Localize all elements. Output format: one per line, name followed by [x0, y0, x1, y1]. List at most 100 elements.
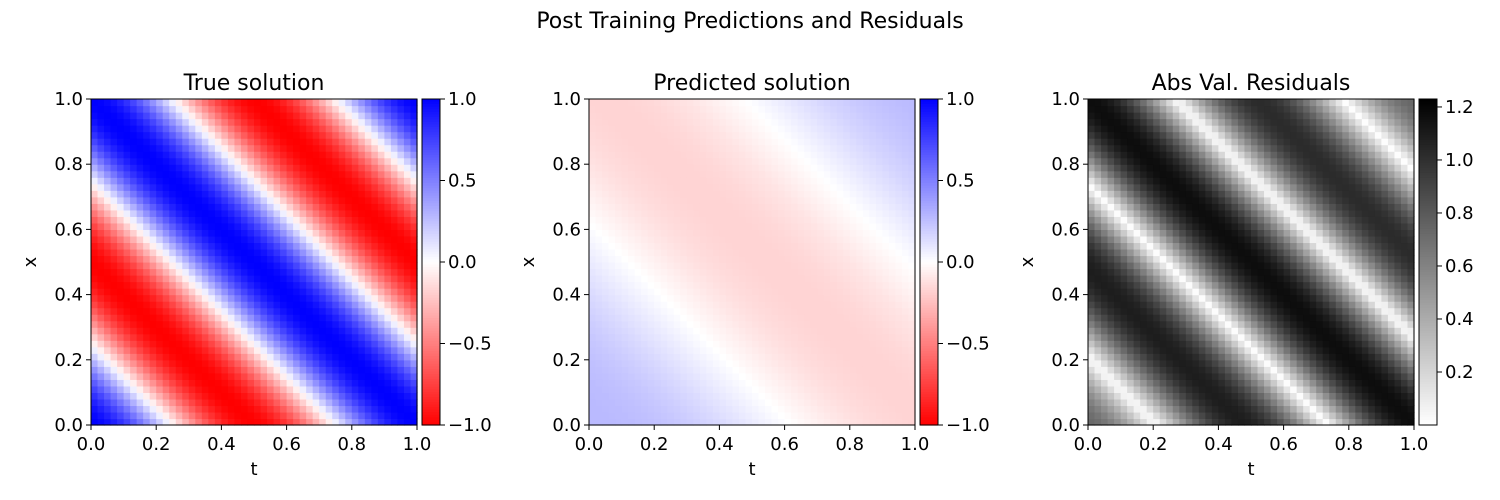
heatmap-cell: [699, 379, 707, 387]
heatmap-cell: [615, 320, 623, 328]
heatmap-cell: [719, 320, 727, 328]
heatmap-cell: [725, 196, 734, 204]
colorbar-segment: [422, 233, 440, 238]
heatmap-cell: [338, 216, 346, 224]
heatmap-cell: [745, 216, 753, 224]
heatmap-cell: [149, 294, 157, 302]
heatmap-cell: [384, 196, 392, 204]
heatmap-cell: [849, 262, 857, 270]
heatmap-cell: [208, 222, 216, 230]
heatmap-cell: [188, 209, 196, 217]
heatmap-cell: [836, 275, 844, 283]
heatmap-cell: [273, 262, 281, 270]
heatmap-cell: [175, 418, 183, 426]
heatmap-cell: [351, 222, 359, 230]
heatmap-cell: [732, 418, 740, 426]
colorbar: 1.00.50.0−0.5−1.0: [421, 89, 492, 436]
heatmap-cell: [240, 255, 249, 263]
heatmap-cell: [136, 340, 144, 348]
heatmap-cell: [634, 398, 642, 407]
heatmap-cell: [208, 359, 216, 367]
heatmap-cell: [778, 353, 786, 361]
heatmap-cell: [117, 307, 125, 315]
heatmap-cell: [738, 411, 747, 420]
heatmap-cell: [358, 105, 366, 113]
heatmap-cell: [410, 248, 418, 257]
heatmap-cell: [123, 307, 131, 315]
heatmap-cell: [371, 125, 379, 133]
heatmap-cell: [712, 196, 720, 204]
heatmap-cell: [188, 222, 196, 230]
heatmap-cell: [286, 301, 294, 309]
heatmap-cell: [377, 118, 385, 126]
heatmap-cell: [286, 177, 294, 185]
heatmap-cell: [195, 359, 203, 367]
heatmap-cell: [390, 385, 399, 393]
heatmap-cell: [201, 307, 209, 315]
heatmap-cell: [719, 222, 727, 230]
heatmap-cell: [693, 307, 701, 315]
heatmap-cell: [738, 405, 747, 413]
heatmap-cell: [771, 294, 779, 302]
heatmap-cell: [686, 418, 694, 426]
heatmap-cell: [628, 177, 636, 185]
heatmap-cell: [654, 372, 662, 380]
heatmap-cell: [293, 301, 301, 309]
heatmap-cell: [306, 144, 314, 152]
heatmap-cell: [804, 255, 812, 263]
heatmap-cell: [162, 346, 170, 354]
heatmap-cell: [149, 235, 157, 244]
heatmap-cell: [260, 346, 268, 354]
heatmap-cell: [856, 242, 864, 250]
heatmap-cell: [227, 275, 236, 283]
heatmap-cell: [589, 138, 597, 146]
heatmap-cell: [589, 392, 597, 400]
heatmap-cell: [91, 301, 99, 309]
heatmap-cell: [351, 105, 359, 113]
heatmap-cell: [143, 418, 151, 426]
heatmap-cell: [765, 118, 773, 126]
heatmap-cell: [641, 183, 649, 191]
heatmap-cell: [403, 288, 412, 296]
heatmap-cell: [725, 333, 734, 341]
heatmap-cell: [182, 151, 190, 159]
heatmap-cell: [364, 255, 372, 263]
heatmap-cell: [693, 203, 701, 211]
heatmap-cell: [680, 99, 688, 107]
heatmap-cell: [345, 405, 353, 413]
heatmap-cell: [608, 405, 616, 413]
heatmap-cell: [791, 275, 799, 283]
heatmap-cell: [647, 379, 655, 387]
heatmap-cell: [660, 320, 668, 328]
heatmap-cell: [673, 170, 681, 178]
heatmap-cell: [797, 157, 805, 165]
heatmap-cell: [280, 392, 288, 400]
heatmap-cell: [771, 222, 779, 230]
heatmap-cell: [319, 320, 327, 328]
colorbar-segment: [422, 284, 440, 289]
heatmap-cell: [195, 222, 203, 230]
heatmap-cell: [667, 392, 675, 400]
heatmap-cell: [319, 235, 327, 244]
heatmap-cell: [358, 177, 366, 185]
heatmap-cell: [882, 340, 890, 348]
heatmap-cell: [843, 281, 851, 289]
heatmap-cell: [338, 125, 346, 133]
heatmap-cell: [227, 125, 236, 133]
heatmap-cell: [791, 405, 799, 413]
heatmap-cell: [91, 327, 99, 335]
heatmap-cell: [654, 353, 662, 361]
heatmap-cell: [234, 418, 242, 426]
heatmap-cell: [765, 398, 773, 407]
heatmap-cell: [654, 144, 662, 152]
heatmap-cell: [810, 255, 818, 263]
heatmap-cell: [752, 405, 760, 413]
heatmap-cell: [875, 170, 883, 178]
heatmap-cell: [712, 275, 720, 283]
heatmap-cell: [680, 359, 688, 367]
heatmap-cell: [240, 327, 249, 335]
heatmap-cell: [615, 255, 623, 263]
heatmap-cell: [778, 333, 786, 341]
heatmap-cell: [273, 392, 281, 400]
heatmap-cell: [595, 216, 603, 224]
